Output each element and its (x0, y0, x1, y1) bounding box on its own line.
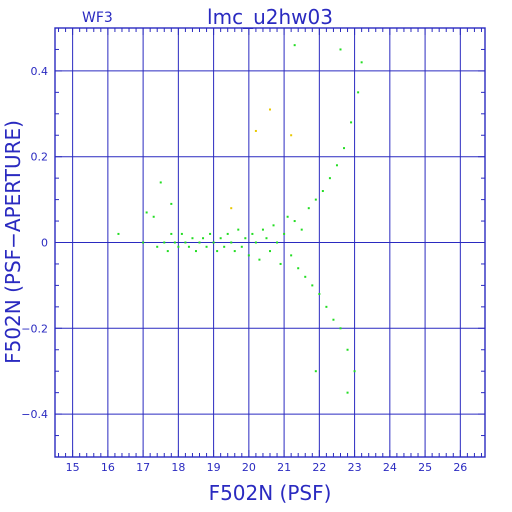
data-point (293, 44, 296, 47)
x-tick-label: 17 (136, 461, 150, 474)
data-point (184, 241, 187, 244)
data-point (156, 245, 159, 248)
data-point (346, 391, 349, 394)
plot-frame (54, 27, 486, 458)
x-tick-label: 23 (348, 461, 362, 474)
data-point (145, 211, 148, 214)
data-point (325, 305, 328, 308)
data-point (177, 245, 180, 248)
data-point (254, 241, 257, 244)
data-point (272, 224, 275, 227)
x-tick-label: 18 (171, 461, 185, 474)
data-point (233, 250, 236, 253)
data-point (209, 232, 212, 235)
data-point (269, 250, 271, 253)
data-point (244, 237, 247, 240)
data-point (360, 61, 363, 64)
y-tick-labels: −0.4 −0.2 0 0.2 0.4 (21, 65, 48, 421)
data-point (187, 245, 190, 248)
data-point (159, 181, 162, 184)
data-point (230, 207, 233, 210)
data-point (202, 237, 205, 240)
data-point (293, 220, 296, 223)
data-point (279, 262, 282, 265)
x-tick-label: 22 (312, 461, 326, 474)
data-point (152, 215, 155, 218)
data-point (170, 202, 173, 205)
data-point (205, 245, 208, 248)
data-point (335, 164, 338, 167)
data-point (230, 241, 233, 244)
data-point (180, 232, 183, 235)
data-point (223, 245, 226, 248)
data-point (142, 241, 145, 244)
x-tick-label: 25 (418, 461, 432, 474)
data-point (332, 318, 335, 321)
data-point (254, 129, 257, 132)
data-point (237, 228, 240, 231)
data-point (286, 215, 289, 218)
data-point (339, 48, 342, 51)
data-point (318, 292, 321, 295)
data-point (117, 232, 120, 235)
data-point (173, 241, 176, 244)
data-point (321, 190, 324, 193)
x-tick-label: 26 (453, 461, 467, 474)
x-tick-label: 16 (101, 461, 115, 474)
data-point (170, 232, 173, 235)
data-point (276, 241, 279, 244)
data-point (353, 370, 356, 373)
data-point (297, 267, 300, 270)
data-point (314, 370, 317, 373)
y-tick-label: 0 (41, 237, 48, 250)
data-point (251, 232, 254, 235)
data-point (343, 147, 346, 150)
x-tick-labels: 15 16 17 18 19 20 21 22 23 24 25 26 (66, 461, 468, 474)
data-point (304, 275, 307, 278)
data-point (283, 232, 286, 235)
data-point (247, 254, 250, 257)
data-point (314, 198, 317, 201)
y-axis-title: F502N (PSF−APERTURE) (1, 120, 25, 364)
data-point (194, 250, 197, 253)
data-point (258, 258, 261, 261)
grid-lines (55, 28, 485, 457)
data-point (357, 91, 360, 94)
x-axis-title: F502N (PSF) (209, 481, 332, 505)
x-tick-label: 21 (277, 461, 291, 474)
data-point (191, 237, 194, 240)
data-point (226, 232, 229, 235)
chart-title: lmc_u2hw03 (207, 5, 333, 29)
data-point (240, 245, 243, 248)
data-point (219, 237, 222, 240)
chart-subtitle: WF3 (82, 10, 113, 26)
data-point (198, 241, 201, 244)
data-point (163, 241, 166, 244)
data-point (300, 228, 303, 231)
data-point (346, 348, 349, 351)
y-tick-label: 0.4 (31, 65, 49, 78)
data-point (350, 121, 353, 124)
data-point (290, 134, 293, 137)
data-point (212, 241, 215, 244)
y-tick-label: 0.2 (31, 151, 49, 164)
y-tick-label: −0.2 (21, 322, 48, 335)
data-point (269, 108, 271, 111)
x-tick-label: 24 (383, 461, 397, 474)
data-point (307, 207, 310, 210)
data-point (339, 327, 342, 330)
data-point (311, 284, 314, 287)
x-tick-label: 20 (242, 461, 256, 474)
data-point (328, 177, 331, 180)
y-tick-label: −0.4 (21, 408, 48, 421)
data-point (166, 250, 169, 253)
data-point (265, 237, 268, 240)
x-tick-label: 15 (66, 461, 80, 474)
x-tick-label: 19 (207, 461, 221, 474)
data-point (261, 228, 264, 231)
data-point (290, 254, 293, 257)
data-points (117, 44, 363, 394)
data-point (216, 250, 219, 253)
